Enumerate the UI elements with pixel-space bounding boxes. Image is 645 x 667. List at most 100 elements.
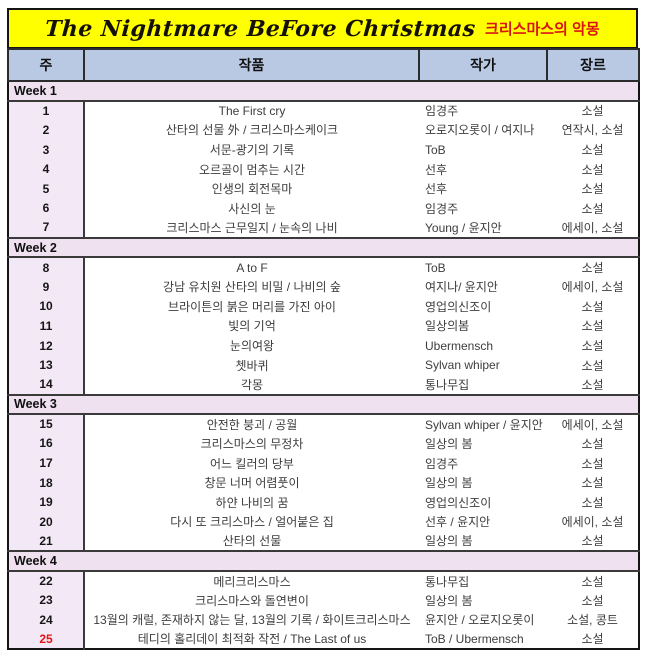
table-row: 15 안전한 붕괴 / 공월 Sylvan whiper / 윤지안 에세이, 소설 [8,414,639,434]
cell-genre: 소설 [581,456,604,471]
table-row: 17 어느 킬러의 당부 임경주 소설 [8,453,639,473]
table-row: 13 쳇바퀴 Sylvan whiper 소설 [8,355,639,375]
week-header-row: Week 1 [8,80,639,102]
cell-author: 선후 / 윤지안 [425,515,491,530]
week-header-row: Week 2 [8,236,639,259]
table-row: 16 크리스마스의 무정차 일상의 봄 소설 [8,433,639,454]
cell-author: 일상의 봄 [425,534,473,549]
cell-author: 영업의신조이 [425,495,492,510]
table-body: Week 1 1 The First cry 임경주 소설 2 산타의 선물 外 / 크리스… [8,80,639,650]
cell-genre: 에세이, 소설 [561,220,624,235]
cell-genre: 소설 [581,377,604,392]
cell-week-number: 19 [8,492,85,513]
table-row: 3 서문-광기의 기록 ToB 소설 [8,139,639,160]
cell-author: Young / 윤지안 [425,220,502,235]
week-header-label: Week 1 [8,80,639,102]
cell-author: Sylvan whiper / 윤지안 [425,417,543,432]
cell-genre: 소설 [581,593,604,608]
cell-work-title: 테디의 홀리데이 최적화 작전 / The Last of us [137,632,367,647]
cell-week-number: 12 [8,335,85,356]
table-row: 20 다시 또 크리스마스 / 얼어붙은 집 선후 / 윤지안 에세이, 소설 [8,512,639,532]
cell-work-title: 13월의 캐럴, 존재하지 않는 달, 13월의 기록 / 화이트크리스마스 [93,613,411,628]
cell-genre: 소설 [581,534,604,549]
cell-week-number: 14 [8,374,85,395]
cell-genre: 연작시, 소설 [561,123,624,138]
cell-author: 일상의 봄 [425,593,473,608]
table-row: 12 눈의여왕 Ubermensch 소설 [8,335,639,356]
cell-work-title: 산타의 선물 外 / 크리스마스케이크 [165,123,339,138]
week-header-row: Week 3 [8,393,639,416]
table-row: 10 브라이튼의 붉은 머리를 가진 아이 영업의신조이 소설 [8,296,639,317]
table-row: 11 빛의 기억 일상의봄 소설 [8,316,639,336]
cell-genre: 소설 [581,495,604,510]
table-row: 23 크리스마스와 돌연변이 일상의 봄 소설 [8,590,639,611]
cell-work-title: 어느 킬러의 당부 [210,456,294,471]
cell-work-title: 브라이튼의 붉은 머리를 가진 아이 [168,299,336,314]
cell-author: 오로지오롯이 / 여지나 [425,123,535,138]
cell-week-number: 21 [8,531,85,552]
cell-week-number: 3 [8,139,85,160]
cell-genre: 소설 [581,299,604,314]
cell-work-title: 메리크리스마스 [213,574,291,589]
cell-genre: 소설 [581,476,604,491]
cell-work-title: 사신의 눈 [228,201,276,216]
cell-week-number: 9 [8,276,85,297]
cell-author: 통나무집 [425,377,470,392]
cell-work-title: 오르골이 멈추는 시간 [198,162,306,177]
cell-work-title: The First cry [218,103,286,118]
cell-genre: 소설 [581,632,604,647]
cell-author: 임경주 [425,201,459,216]
cell-author: 임경주 [425,456,459,471]
cell-week-number: 4 [8,159,85,179]
cell-author: 일상의 봄 [425,476,473,491]
cell-genre: 소설 [581,201,604,216]
table-row: 18 창문 너머 어렴풋이 일상의 봄 소설 [8,472,639,493]
week-header-row: Week 4 [8,550,639,572]
cell-week-number: 25 [8,629,85,650]
table-row: 25 테디의 홀리데이 최적화 작전 / The Last of us ToB / … [8,629,639,650]
cell-author: Ubermensch [425,338,494,353]
table-row: 5 인생의 회전목마 선후 소설 [8,178,639,199]
cell-work-title: 인생의 회전목마 [211,182,293,197]
cell-week-number: 6 [8,198,85,219]
cell-author: 선후 [425,162,448,177]
cell-work-title: A to F [236,260,268,275]
cell-work-title: 안전한 붕괴 / 공월 [206,417,298,432]
cell-week-number: 18 [8,472,85,493]
cell-work-title: 각몽 [240,377,264,392]
cell-week-number: 10 [8,296,85,317]
schedule-table: 주 작품 작가 장르 Week 1 1 The First cry 임경주 소설 2 산타의… [7,48,640,651]
cell-genre: 에세이, 소설 [561,515,624,530]
cell-work-title: 눈의여왕 [229,339,275,354]
cell-work-title: 산타의 선물 [222,534,282,549]
table-row: 4 오르골이 멈추는 시간 선후 소설 [8,159,639,179]
cell-work-title: 하얀 나비의 꿈 [215,495,289,510]
cell-week-number: 24 [8,610,85,630]
cell-genre: 소설 [581,182,604,197]
week-header-label: Week 3 [8,393,639,416]
table-row: 2 산타의 선물 外 / 크리스마스케이크 오로지오롯이 / 여지나 연작시, 소설 [8,120,639,140]
cell-author: ToB [425,260,446,275]
cell-author: ToB [425,142,446,157]
table-row: 6 사신의 눈 임경주 소설 [8,198,639,219]
table-row: 21 산타의 선물 일상의 봄 소설 [8,531,639,552]
cell-author: 선후 [425,182,448,197]
title-band: The Nightmare BeFore Christmas 크리스마스의 악몽 [7,8,638,49]
cell-genre: 소설 [581,104,604,119]
week-header-label: Week 4 [8,550,639,572]
table-row: 9 강남 유치원 산타의 비밀 / 나비의 숲 여지나/ 윤지안 에세이, 소설 [8,276,639,297]
cell-work-title: 강남 유치원 산타의 비밀 / 나비의 숲 [163,280,341,295]
cell-work-title: 다시 또 크리스마스 / 얼어붙은 집 [170,515,334,530]
cell-author: 영업의신조이 [425,299,492,314]
cell-week-number: 16 [8,433,85,454]
cell-genre: 소설 [581,358,604,373]
table-header: 주 작품 작가 장르 [7,48,640,82]
cell-week-number: 8 [8,257,85,277]
cell-author: ToB / Ubermensch [425,631,524,646]
cell-genre: 소설 [581,436,604,451]
cell-work-title: 빛의 기억 [228,319,276,334]
table-row: 22 메리크리스마스 통나무집 소설 [8,570,639,591]
cell-author: 윤지안 / 오로지오롯이 [425,613,535,628]
cell-week-number: 5 [8,178,85,199]
